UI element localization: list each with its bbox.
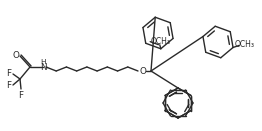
Text: O: O (140, 67, 146, 75)
Text: N: N (40, 64, 46, 72)
Text: F: F (19, 91, 24, 100)
Text: F: F (7, 69, 12, 78)
Text: F: F (7, 81, 12, 91)
Text: O: O (13, 51, 19, 61)
Text: OCH₃: OCH₃ (235, 40, 255, 49)
Text: H: H (40, 59, 46, 65)
Text: OCH₃: OCH₃ (151, 37, 171, 46)
